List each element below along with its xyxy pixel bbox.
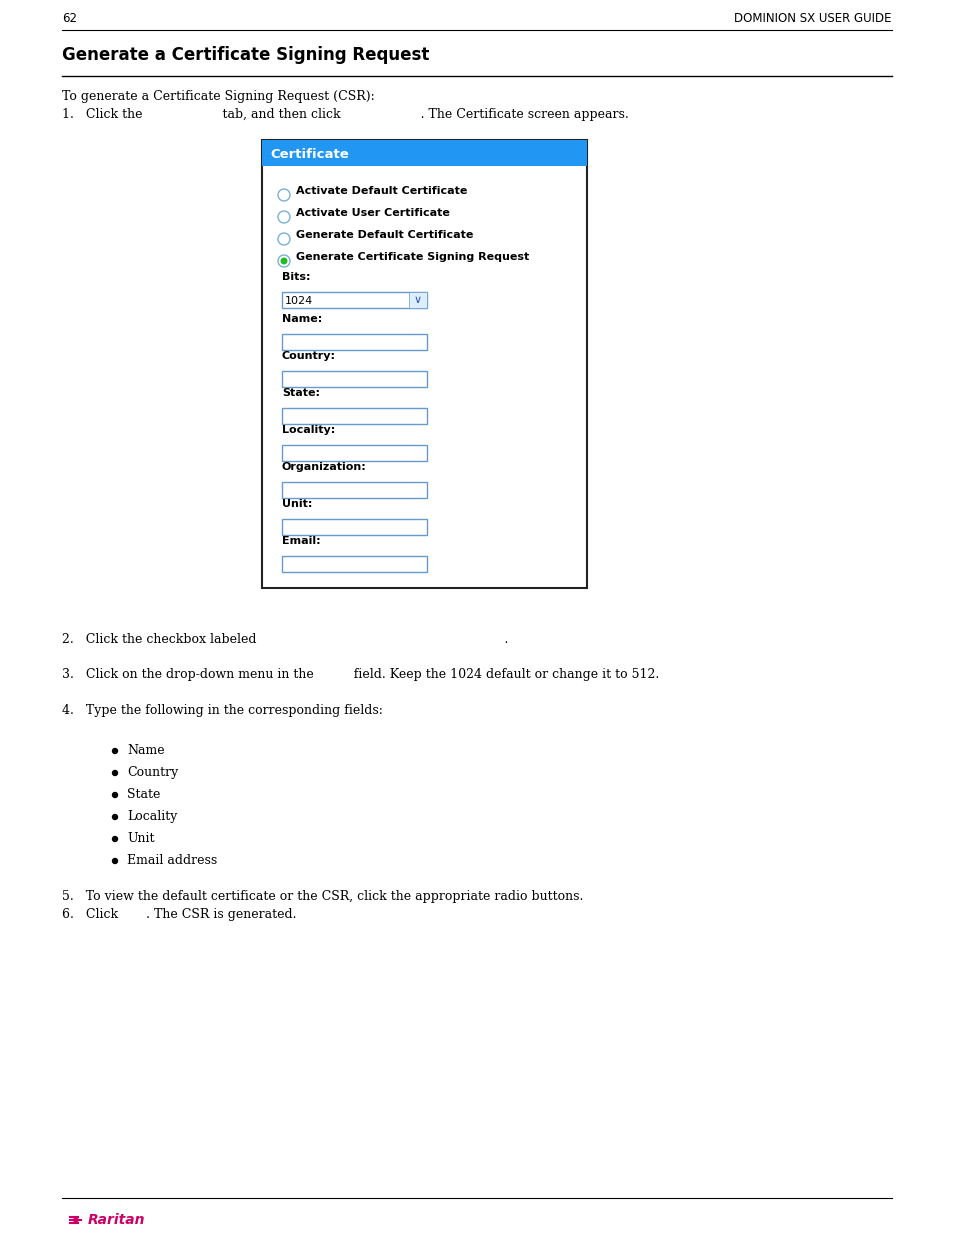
Text: 62: 62	[62, 12, 77, 25]
FancyBboxPatch shape	[282, 519, 427, 535]
Text: Email:: Email:	[282, 536, 320, 546]
FancyBboxPatch shape	[282, 370, 427, 387]
Text: Locality:: Locality:	[282, 425, 335, 435]
Circle shape	[112, 771, 117, 776]
Text: 4.   Type the following in the corresponding fields:: 4. Type the following in the correspondi…	[62, 704, 382, 718]
Text: Activate Default Certificate: Activate Default Certificate	[295, 186, 467, 196]
FancyBboxPatch shape	[282, 291, 427, 308]
Text: 1024: 1024	[285, 296, 313, 306]
Circle shape	[280, 258, 287, 264]
Circle shape	[277, 254, 290, 267]
Text: 2.   Click the checkbox labeled                                                 : 2. Click the checkbox labeled	[62, 634, 508, 646]
Text: Generate Default Certificate: Generate Default Certificate	[295, 230, 473, 240]
Text: Certificate: Certificate	[270, 148, 349, 161]
FancyBboxPatch shape	[282, 482, 427, 498]
FancyBboxPatch shape	[262, 140, 586, 165]
Text: DOMINION SX USER GUIDE: DOMINION SX USER GUIDE	[734, 12, 891, 25]
Text: Name: Name	[127, 743, 165, 757]
Circle shape	[112, 836, 117, 841]
Text: Locality: Locality	[127, 810, 177, 823]
Text: ∨: ∨	[414, 295, 421, 305]
Circle shape	[277, 211, 290, 224]
Circle shape	[277, 189, 290, 201]
FancyBboxPatch shape	[409, 291, 427, 308]
FancyBboxPatch shape	[282, 445, 427, 461]
Text: Raritan: Raritan	[88, 1213, 146, 1228]
Text: Bits:: Bits:	[282, 272, 310, 282]
Text: Country:: Country:	[282, 351, 335, 361]
Text: Name:: Name:	[282, 314, 322, 324]
Text: Unit: Unit	[127, 832, 154, 845]
Circle shape	[112, 858, 117, 863]
FancyBboxPatch shape	[262, 140, 586, 588]
Circle shape	[277, 233, 290, 245]
Text: State:: State:	[282, 388, 319, 398]
FancyBboxPatch shape	[282, 556, 427, 572]
Text: 3.   Click on the drop-down menu in the          field. Keep the 1024 default or: 3. Click on the drop-down menu in the fi…	[62, 668, 659, 680]
Text: To generate a Certificate Signing Request (CSR):: To generate a Certificate Signing Reques…	[62, 90, 375, 103]
Text: Unit:: Unit:	[282, 499, 312, 509]
Circle shape	[112, 793, 117, 798]
Text: Activate User Certificate: Activate User Certificate	[295, 207, 450, 219]
FancyBboxPatch shape	[282, 333, 427, 350]
Circle shape	[112, 748, 117, 753]
Circle shape	[112, 815, 117, 820]
Text: Country: Country	[127, 766, 178, 779]
Text: 5.   To view the default certificate or the CSR, click the appropriate radio but: 5. To view the default certificate or th…	[62, 890, 583, 903]
Text: State: State	[127, 788, 160, 802]
Text: Generate Certificate Signing Request: Generate Certificate Signing Request	[295, 252, 529, 262]
Text: Generate a Certificate Signing Request: Generate a Certificate Signing Request	[62, 46, 429, 64]
FancyBboxPatch shape	[282, 408, 427, 424]
Text: 1.   Click the                    tab, and then click                    . The C: 1. Click the tab, and then click . The C	[62, 107, 628, 121]
Text: Organization:: Organization:	[282, 462, 366, 472]
Text: Email address: Email address	[127, 853, 217, 867]
Text: 6.   Click       . The CSR is generated.: 6. Click . The CSR is generated.	[62, 908, 296, 921]
